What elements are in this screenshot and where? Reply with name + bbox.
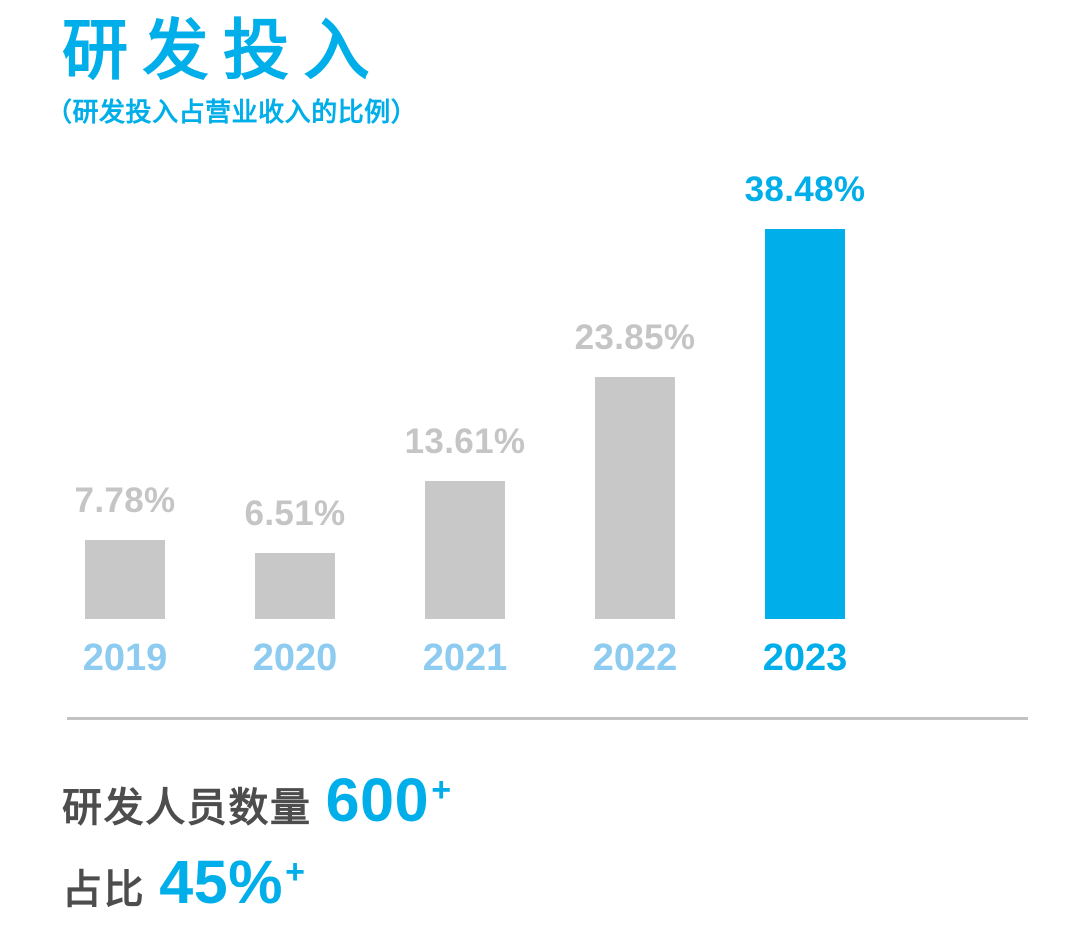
bar-2021 [425,480,505,619]
header: 研发投入 （研发投入占营业收入的比例） [0,0,1069,129]
bar-value-label-2019: 7.78% [74,480,176,520]
bar-column-2021: 13.61% 2021 [380,421,550,681]
bar-value-label-2022: 23.85% [574,317,696,357]
axis-label-2022: 2022 [592,636,678,679]
stats-section: 研发人员数量 600 + 占比 45% + [62,764,1069,928]
bar-column-2020: 6.51% 2020 [210,493,380,681]
axis-label-2020: 2020 [252,636,338,679]
stat-value: 600 [325,765,430,834]
stat-row-rd-ratio: 占比 45% + [62,846,1069,928]
stat-label: 研发人员数量 [62,785,312,830]
bar-2019 [85,539,165,619]
stat-row-rd-headcount: 研发人员数量 600 + [62,764,1069,846]
page-title: 研发投入 [62,13,385,87]
bar-column-2023: 38.48% 2023 [720,169,890,681]
bar-value-label-2020: 6.51% [244,493,346,533]
axis-label-2019: 2019 [82,636,168,679]
axis-label-2021: 2021 [422,636,508,679]
stat-value: 45% [159,847,284,916]
axis-label-2023: 2023 [762,636,848,679]
stat-plus-suffix: + [431,770,452,809]
bar-column-2019: 7.78% 2019 [40,480,210,681]
bar-2020 [255,552,335,619]
stat-label: 占比 [62,867,146,912]
bar-2022 [595,376,675,619]
page-subtitle: （研发投入占营业收入的比例） [46,96,418,127]
bar-column-2022: 23.85% 2022 [550,317,720,681]
divider [67,716,1028,720]
rd-investment-bar-chart: 7.78% 2019 6.51% 2020 13.61% 2021 23.85%… [40,169,892,681]
bar-value-label-2021: 13.61% [404,421,526,461]
bar-2023 [765,228,845,619]
stat-plus-suffix: + [285,852,305,891]
bar-value-label-2023: 38.48% [744,169,866,209]
